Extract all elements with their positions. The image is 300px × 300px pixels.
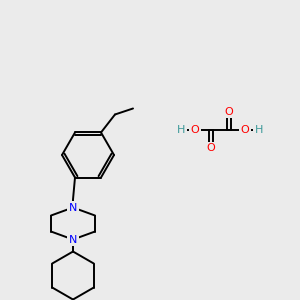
Text: N: N [69, 235, 77, 244]
Text: N: N [69, 202, 77, 212]
Text: H: H [177, 125, 185, 135]
Text: O: O [225, 107, 233, 117]
Text: O: O [190, 125, 200, 135]
Text: H: H [255, 125, 263, 135]
Text: O: O [207, 143, 215, 153]
Text: O: O [241, 125, 249, 135]
